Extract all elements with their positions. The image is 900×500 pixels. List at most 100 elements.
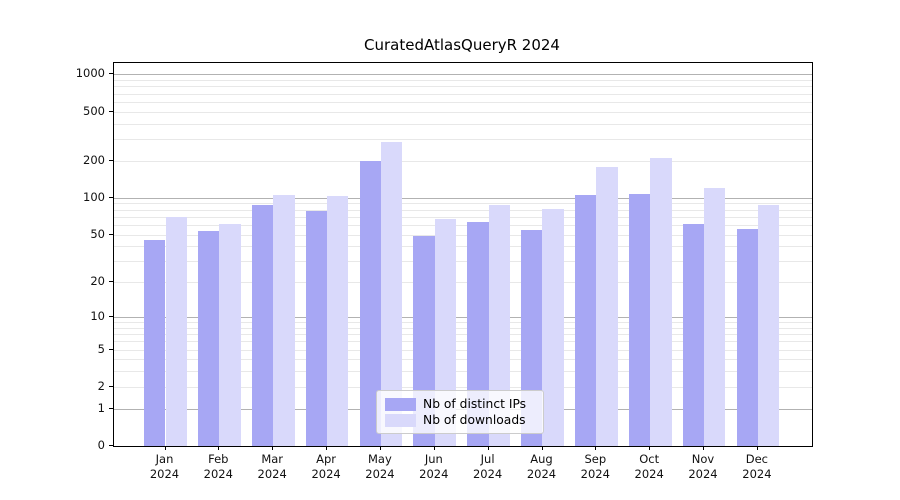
y-gridline-minor <box>114 359 812 361</box>
y-gridline-major <box>114 197 812 199</box>
y-axis-tick <box>109 110 113 112</box>
y-gridline-minor <box>114 234 812 236</box>
legend-swatch-distinct-ips <box>385 397 416 411</box>
y-gridline-minor <box>114 123 812 125</box>
x-axis-tick <box>649 446 651 450</box>
x-axis-tick <box>218 446 220 450</box>
bar-may-downloads <box>380 142 403 446</box>
y-gridline-minor <box>114 86 812 88</box>
bar-mar-distinct-ips <box>251 204 274 446</box>
y-gridline-minor <box>114 261 812 263</box>
y-gridline-minor <box>114 101 812 103</box>
legend-item-downloads: Nb of downloads <box>385 413 535 427</box>
x-axis-tick <box>595 446 597 450</box>
x-axis-tick <box>541 446 543 450</box>
x-tick-label-oct: Oct 2024 <box>634 452 664 481</box>
y-axis-tick <box>109 233 113 235</box>
legend-swatch-downloads <box>385 413 416 427</box>
y-tick-label: 5 <box>97 341 105 356</box>
bar-jun-downloads <box>434 219 457 446</box>
y-gridline-minor <box>114 334 812 336</box>
x-axis-tick <box>379 446 381 450</box>
y-gridline-minor <box>114 327 812 329</box>
legend: Nb of distinct IPs Nb of downloads <box>376 390 544 434</box>
bar-may-distinct-ips <box>359 161 381 446</box>
y-gridline-minor <box>114 139 812 140</box>
bar-aug-downloads <box>542 208 564 446</box>
y-gridline-minor <box>114 224 812 226</box>
bar-sep-downloads <box>596 166 618 446</box>
y-gridline-major <box>114 317 812 318</box>
y-gridline-minor <box>114 322 812 324</box>
y-tick-label: 1 <box>97 400 105 415</box>
bar-sep-distinct-ips <box>574 194 597 446</box>
y-gridline-minor <box>114 160 812 162</box>
y-axis-tick <box>109 385 113 387</box>
x-tick-label-jul: Jul 2024 <box>472 452 503 481</box>
legend-label-distinct-ips: Nb of distinct IPs <box>423 397 527 411</box>
y-gridline-minor <box>114 246 812 248</box>
x-tick-label-jan: Jan 2024 <box>149 452 180 481</box>
bar-feb-downloads <box>219 224 241 446</box>
y-gridline-minor <box>114 386 812 388</box>
legend-item-distinct-ips: Nb of distinct IPs <box>385 397 535 411</box>
x-tick-label-apr: Apr 2024 <box>311 452 341 481</box>
y-gridline-minor <box>114 282 812 284</box>
y-axis-tick <box>109 196 113 198</box>
bar-apr-downloads <box>327 196 349 446</box>
bar-dec-distinct-ips <box>736 229 758 446</box>
bar-nov-distinct-ips <box>682 224 704 446</box>
x-axis-tick <box>756 446 758 450</box>
bar-apr-distinct-ips <box>305 210 328 446</box>
bar-jan-distinct-ips <box>144 240 166 446</box>
x-tick-label-nov: Nov 2024 <box>688 452 718 481</box>
y-axis-tick <box>109 73 113 75</box>
y-gridline-minor <box>114 349 812 351</box>
y-gridline-minor <box>114 93 812 95</box>
y-axis-tick <box>109 281 113 283</box>
y-gridline-minor <box>114 80 812 81</box>
y-gridline-minor <box>114 341 812 343</box>
x-tick-label-may: May 2024 <box>365 452 395 481</box>
x-tick-label-sep: Sep 2024 <box>580 452 610 481</box>
y-axis-tick <box>109 348 113 350</box>
y-tick-label: 100 <box>83 189 105 204</box>
x-axis-tick <box>164 446 166 450</box>
bar-nov-downloads <box>704 188 726 446</box>
y-tick-label: 1000 <box>75 66 105 81</box>
y-gridline-minor <box>114 216 812 218</box>
y-gridline-minor <box>114 371 812 373</box>
bar-oct-distinct-ips <box>628 193 651 446</box>
y-tick-label: 0 <box>97 438 105 452</box>
y-tick-label: 50 <box>90 226 105 241</box>
y-axis-tick <box>109 407 113 409</box>
y-tick-label: 10 <box>90 309 105 323</box>
x-tick-label-jun: Jun 2024 <box>419 452 449 481</box>
chart-title: CuratedAtlasQueryR 2024 <box>364 36 560 54</box>
x-tick-label-dec: Dec 2024 <box>742 452 772 481</box>
x-axis-tick <box>272 446 274 450</box>
legend-label-downloads: Nb of downloads <box>423 413 526 427</box>
y-axis-tick <box>109 159 113 161</box>
x-axis-tick <box>433 446 435 450</box>
bar-mar-downloads <box>273 195 295 446</box>
x-tick-label-feb: Feb 2024 <box>203 452 233 481</box>
bar-feb-distinct-ips <box>197 231 220 446</box>
x-axis-tick <box>703 446 704 450</box>
y-gridline-major <box>114 74 812 76</box>
y-tick-label: 200 <box>83 152 105 167</box>
y-tick-label: 500 <box>83 103 105 118</box>
y-tick-label: 20 <box>90 274 105 289</box>
y-axis-tick <box>109 316 113 317</box>
y-axis-tick <box>109 445 113 446</box>
y-tick-label: 2 <box>97 378 105 393</box>
x-axis-tick <box>326 446 328 450</box>
bar-dec-downloads <box>757 205 780 446</box>
bar-jan-downloads <box>165 216 187 446</box>
y-gridline-minor <box>114 209 812 211</box>
y-gridline-minor <box>114 203 812 205</box>
bar-jul-downloads <box>488 205 510 446</box>
x-tick-label-aug: Aug 2024 <box>526 452 557 481</box>
x-axis-tick <box>487 446 489 450</box>
